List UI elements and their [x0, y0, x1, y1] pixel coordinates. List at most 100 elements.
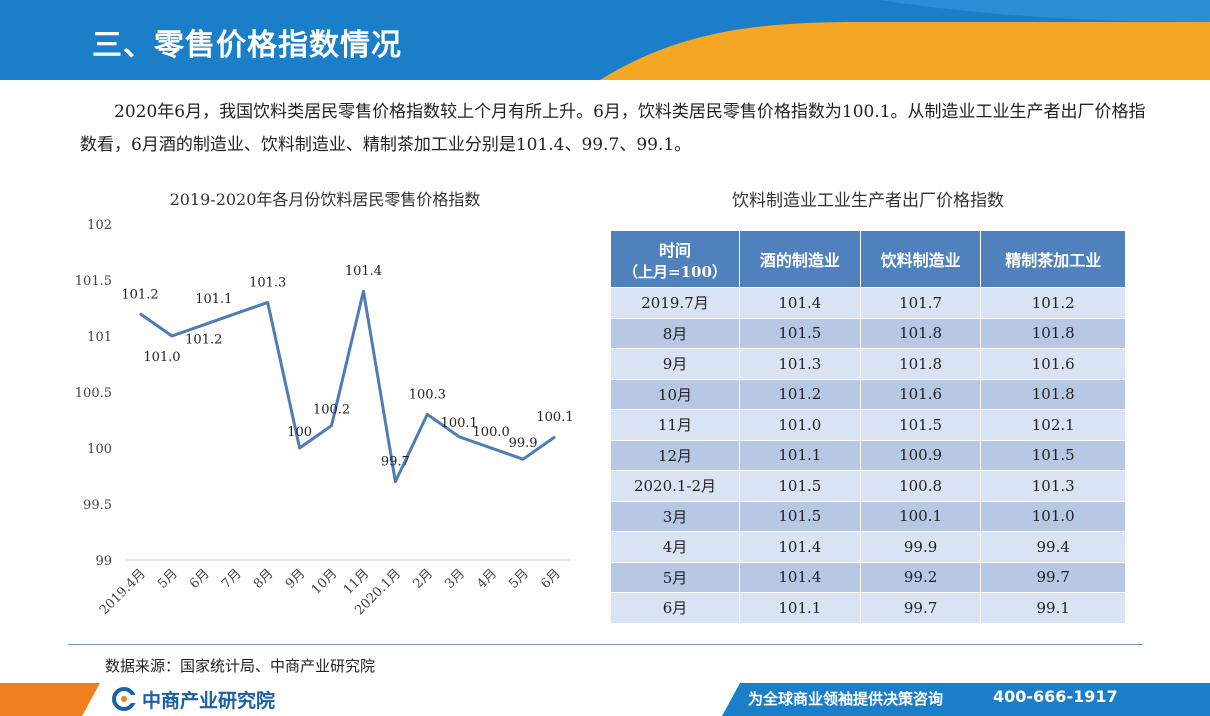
y-tick-label: 100.5: [75, 386, 112, 401]
retail-price-chart: 99 99.5 100 100.5 101 101.5 102 101.2 101.0 101.1…: [60, 210, 600, 630]
data-point: [267, 301, 269, 303]
x-tick-label: 10月: [309, 566, 340, 597]
table-row: 6月 101.1 99.7 99.1: [610, 592, 1126, 624]
y-tick-label: 99: [95, 554, 112, 569]
cell-time: 2020.1-2月: [610, 470, 740, 502]
cell-c2: 99.2: [859, 561, 982, 593]
table-row: 5月 101.4 99.2 99.7: [610, 561, 1126, 593]
cell-c3: 99.4: [980, 531, 1126, 563]
cell-c3: 99.7: [980, 561, 1126, 593]
intro-text: 2020年6月，我国饮料类居民零售价格指数较上个月有所上升。6月，饮料类居民零售…: [80, 96, 1160, 162]
cell-time: 8月: [610, 317, 740, 349]
x-tick-label: 9月: [283, 566, 309, 592]
data-point: [554, 436, 556, 438]
cell-c1: 101.4: [739, 561, 861, 593]
data-label: 100.0: [473, 425, 510, 440]
cell-time: 3月: [610, 500, 740, 532]
data-point: [490, 447, 492, 449]
data-point: [139, 313, 141, 315]
cell-c3: 102.1: [980, 409, 1126, 441]
y-tick-label: 99.5: [83, 498, 112, 513]
cell-c2: 100.9: [859, 439, 982, 471]
cell-c2: 100.1: [859, 500, 982, 532]
data-point: [394, 481, 396, 483]
data-point: [458, 436, 460, 438]
data-point: [362, 290, 364, 292]
data-point: [331, 425, 333, 427]
cell-time: 6月: [610, 592, 740, 624]
table-row: 3月 101.5 100.1 101.0: [610, 500, 1126, 532]
data-label: 100.2: [313, 403, 350, 418]
cell-c1: 101.5: [739, 500, 861, 532]
table-row: 4月 101.4 99.9 99.4: [610, 531, 1126, 563]
cell-time: 10月: [610, 378, 740, 410]
footer-bar: [0, 683, 1210, 716]
cell-time: 11月: [610, 409, 740, 441]
cell-c2: 101.5: [859, 409, 982, 441]
x-tick-label: 8月: [251, 566, 277, 592]
cell-c1: 101.4: [739, 287, 861, 319]
cell-c1: 101.0: [739, 409, 861, 441]
cell-c2: 99.9: [859, 531, 982, 563]
table-row: 11月 101.0 101.5 102.1: [610, 409, 1126, 441]
data-point: [299, 447, 301, 449]
data-label: 101.2: [121, 288, 158, 303]
data-point: [426, 413, 428, 415]
x-tick-label: 5月: [506, 566, 532, 592]
cell-c2: 101.8: [859, 317, 982, 349]
x-tick-label: 7月: [219, 566, 245, 592]
cell-c2: 101.7: [859, 287, 982, 319]
cell-c1: 101.5: [739, 317, 861, 349]
footer-phone: 400-666-1917: [993, 687, 1118, 706]
y-tick-label: 102: [87, 218, 112, 233]
logo-text: 中商产业研究院: [142, 689, 276, 712]
cell-c1: 101.1: [739, 592, 861, 624]
cell-c3: 101.8: [980, 317, 1126, 349]
data-label: 99.9: [509, 436, 538, 451]
x-tick-label: 2019.4月: [97, 566, 149, 618]
line-chart-svg: 99 99.5 100 100.5 101 101.5 102 101.2 101.0 101.1…: [75, 218, 574, 618]
x-tick-label: 6月: [538, 566, 564, 592]
cell-c3: 101.5: [980, 439, 1126, 471]
table-row: 10月 101.2 101.6 101.8: [610, 378, 1126, 410]
data-point: [235, 313, 237, 315]
cell-c3: 99.1: [980, 592, 1126, 624]
data-point: [522, 458, 524, 460]
footer-slogan: 为全球商业领袖提供决策咨询: [748, 690, 944, 708]
data-label: 100.1: [441, 416, 478, 431]
cell-c3: 101.0: [980, 500, 1126, 532]
series-line: [139, 289, 556, 484]
cell-c2: 101.8: [859, 348, 982, 380]
x-tick-label: 2月: [410, 566, 436, 592]
header-time-sub: （上月=100）: [623, 262, 727, 281]
cell-time: 2019.7月: [610, 287, 740, 319]
data-label: 100.1: [536, 410, 573, 425]
table-row: 9月 101.3 101.8 101.6: [610, 348, 1126, 380]
page-header: 三、零售价格指数情况: [0, 0, 1210, 80]
cell-time: 5月: [610, 561, 740, 593]
y-tick-label: 100: [87, 442, 112, 457]
data-point: [203, 324, 205, 326]
cell-c2: 99.7: [859, 592, 982, 624]
cell-c1: 101.3: [739, 348, 861, 380]
cell-c3: 101.6: [980, 348, 1126, 380]
cell-time: 12月: [610, 439, 740, 471]
cell-c2: 101.6: [859, 378, 982, 410]
data-label: 99.7: [381, 455, 410, 470]
table-row: 2020.1-2月 101.5 100.8 101.3: [610, 470, 1126, 502]
y-tick-label: 101: [87, 330, 112, 345]
table-header-row: 时间 （上月=100） 酒的制造业 饮料制造业 精制茶加工业: [610, 230, 1126, 288]
page-title: 三、零售价格指数情况: [92, 28, 402, 63]
x-tick-label: 5月: [155, 566, 181, 592]
cell-c1: 101.4: [739, 531, 861, 563]
data-label: 100: [287, 425, 312, 440]
data-label: 101.3: [249, 275, 286, 290]
x-tick-label: 6月: [187, 566, 213, 592]
cell-c3: 101.8: [980, 378, 1126, 410]
chart-title: 2019-2020年各月份饮料居民零售价格指数: [169, 190, 481, 209]
data-label: 101.1: [195, 292, 232, 307]
table-row: 8月 101.5 101.8 101.8: [610, 317, 1126, 349]
cell-c1: 101.1: [739, 439, 861, 471]
header-time: 时间 （上月=100）: [610, 230, 740, 288]
data-source: 数据来源：国家统计局、中商产业研究院: [105, 657, 376, 675]
